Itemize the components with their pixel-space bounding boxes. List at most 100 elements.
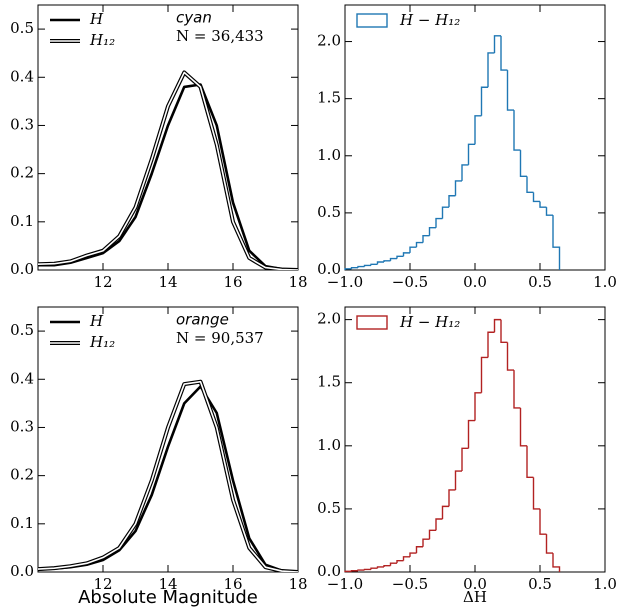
histogram-bin: [383, 564, 391, 567]
annotation: N = 90,537: [176, 329, 264, 347]
x-tick-label: −1.0: [327, 575, 363, 593]
histogram-bin: [539, 508, 547, 535]
histogram-bin: [506, 70, 514, 111]
histogram-bin: [402, 252, 410, 257]
histogram-bin: [474, 392, 482, 421]
y-tick-label: 0.5: [317, 203, 341, 221]
histogram-bin: [545, 207, 553, 216]
histogram-bin: [467, 143, 475, 165]
histogram-bin: [350, 267, 358, 269]
x-tick-label: 0.0: [463, 575, 487, 593]
histogram-bin: [344, 268, 352, 270]
legend-label: H₁₂: [89, 333, 115, 351]
histogram-bin: [402, 556, 410, 561]
x-tick-label: −0.5: [392, 575, 428, 593]
line: [38, 380, 298, 572]
histogram-bin: [422, 235, 430, 243]
histogram-bin: [415, 241, 423, 248]
histogram-bin: [370, 263, 378, 266]
histogram-bin: [474, 115, 482, 145]
histogram-bin: [389, 562, 397, 566]
histogram-bin: [480, 356, 488, 393]
y-tick-label: 2.0: [317, 310, 341, 328]
legend-label: H: [89, 312, 104, 330]
histogram-bin: [448, 195, 456, 208]
histogram-bin: [552, 553, 561, 572]
x-axis-label: ΔH: [463, 588, 487, 606]
x-tick-label: −0.5: [392, 273, 428, 291]
histogram-bin: [493, 318, 501, 333]
histogram-bin: [396, 255, 404, 259]
histogram-bin: [428, 529, 436, 540]
y-tick-label: 0.2: [10, 466, 34, 484]
y-tick-label: 0.2: [10, 164, 34, 182]
histogram-bin: [383, 260, 391, 263]
histogram-bin: [370, 567, 378, 570]
y-tick-label: 0.0: [10, 260, 34, 278]
line: [38, 71, 298, 270]
y-tick-label: 2.0: [317, 32, 341, 50]
histogram-bin: [357, 265, 365, 268]
y-tick-label: 1.5: [317, 373, 341, 391]
y-tick-label: 1.0: [317, 436, 341, 454]
histogram-bin: [461, 164, 469, 181]
y-tick-label: 0.0: [317, 562, 341, 580]
legend-label: H: [89, 10, 104, 28]
histogram-bin: [376, 261, 384, 265]
histogram-bin: [493, 35, 501, 53]
legend-label: H₁₂: [89, 31, 115, 49]
histogram-bin: [526, 176, 534, 194]
histogram-bin: [532, 477, 540, 510]
x-axis-label: Absolute Magnitude: [78, 587, 258, 608]
histogram-bin: [376, 566, 384, 569]
histogram-bin: [552, 215, 561, 270]
y-tick-label: 0.0: [10, 562, 34, 580]
histogram-bin: [513, 370, 521, 409]
line: [38, 70, 298, 270]
histogram-bin: [448, 489, 456, 507]
histogram-bin: [500, 35, 508, 71]
legend-label: H − H₁₂: [399, 11, 460, 29]
histogram-bin: [357, 569, 365, 571]
histogram-bin: [506, 342, 514, 371]
y-tick-label: 0.4: [10, 67, 34, 85]
y-tick-label: 0.1: [10, 514, 34, 532]
x-tick-label: 16: [223, 273, 242, 291]
x-tick-label: 0.0: [463, 273, 487, 291]
y-tick-label: 0.5: [10, 321, 34, 339]
histogram-bin: [435, 518, 443, 531]
histogram-bin: [539, 201, 547, 208]
histogram-bin: [350, 570, 358, 572]
annotation: orange: [176, 311, 229, 329]
histogram-bin: [441, 206, 449, 219]
histogram-bin: [409, 246, 417, 253]
histogram-bin: [513, 110, 521, 151]
x-tick-label: 12: [93, 575, 112, 593]
histogram-bin: [480, 86, 488, 116]
y-tick-label: 0.1: [10, 212, 34, 230]
histogram-bin: [435, 217, 443, 228]
y-tick-label: 0.0: [317, 260, 341, 278]
y-tick-label: 0.3: [10, 417, 34, 435]
x-tick-label: −1.0: [327, 273, 363, 291]
x-tick-label: 0.5: [528, 273, 552, 291]
histogram-bin: [396, 559, 404, 564]
annotation: cyan: [176, 9, 212, 27]
y-tick-label: 1.0: [317, 146, 341, 164]
histogram-bin: [545, 534, 553, 554]
x-tick-label: 18: [288, 273, 307, 291]
x-tick-label: 1.0: [593, 273, 617, 291]
line: [38, 379, 298, 572]
histogram-bin: [519, 150, 527, 178]
histogram-bin: [500, 319, 508, 344]
legend-swatch: [356, 13, 388, 28]
histogram-bin: [441, 505, 449, 519]
histogram-bin: [519, 407, 527, 447]
y-tick-label: 1.5: [317, 89, 341, 107]
histogram-bin: [363, 264, 371, 267]
y-tick-label: 0.4: [10, 369, 34, 387]
histogram-bin: [428, 227, 436, 236]
line: [38, 385, 298, 572]
x-tick-label: 16: [223, 575, 242, 593]
